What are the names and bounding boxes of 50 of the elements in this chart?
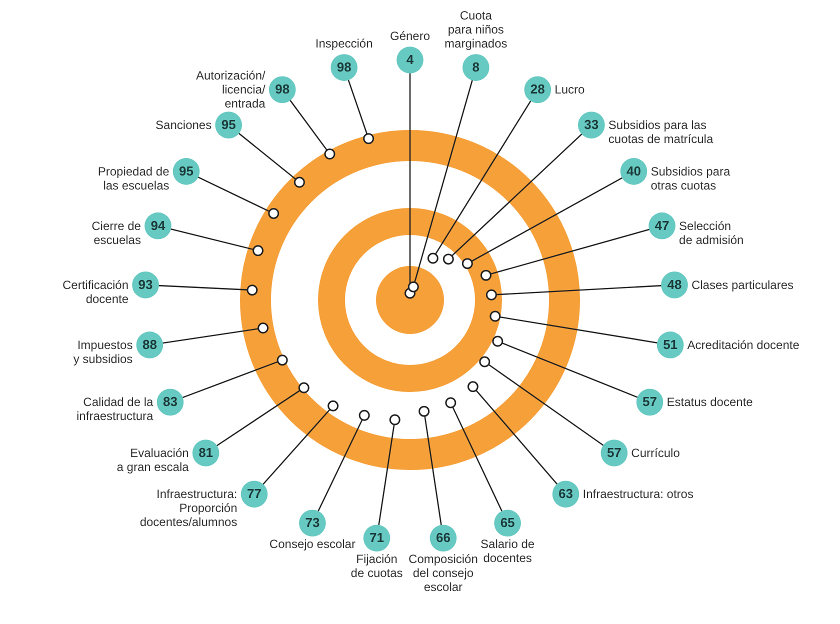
data-label: 71 [370,530,384,546]
category-label: Impuestos y subsidios [73,338,133,366]
category-label: Estatus docente [666,395,754,410]
category-label: Clases particulares [691,278,794,292]
data-label: 8 [472,60,480,75]
category-label: Subsidios para otras cuotas [650,164,730,192]
category-label: Certificación docente [62,278,129,306]
category-label: Fijación de cuotas [350,552,403,580]
category-label: Evaluación a gran escala [116,446,190,474]
data-label: 88 [142,336,157,352]
data-label: 77 [247,486,262,502]
data-label: 66 [436,530,450,546]
category-label: Infraestructura: Proporción docentes/alumnos [140,487,238,530]
data-label: 95 [179,163,194,178]
data-label: 57 [642,394,658,410]
data-label: 40 [626,163,641,178]
data-label: 33 [584,117,599,132]
data-label: 81 [198,444,214,460]
category-label: Currículo [631,446,680,460]
data-label: 98 [336,60,352,75]
category-label: Selección de admisión [679,218,744,247]
category-label: Género [390,29,430,43]
category-label: Cierre de escuelas [92,218,142,247]
data-label: 65 [500,515,515,530]
category-label: Consejo escolar [269,537,356,552]
category-label: Salario de docentes [480,537,535,566]
data-label: 48 [667,276,682,292]
category-label: Autorización/ licencia/ entrada [196,68,266,111]
data-label: 98 [275,82,290,97]
category-label: Infraestructura: otros [582,487,694,502]
category-label: Sanciones [156,118,212,132]
category-label: Composición del consejo escolar [408,552,478,594]
data-label: 4 [406,52,414,67]
category-label: Lucro [554,82,586,97]
data-label: 73 [305,515,320,530]
data-label: 51 [663,336,678,352]
data-label: 57 [606,444,622,460]
category-label: Cuota para niños marginados [444,8,508,51]
data-label: 47 [654,218,670,233]
category-label: Calidad de la infraestructura [76,395,154,424]
data-label: 28 [530,82,545,97]
data-label: 93 [138,276,153,292]
data-label: 94 [150,218,166,233]
category-label: Subsidios para las cuotas de matrícula [608,118,714,146]
data-label: 63 [558,486,573,502]
category-label: Acreditación docente [687,338,800,352]
data-label: 95 [221,117,236,132]
category-label: Propiedad de las escuelas [98,164,170,192]
data-label: 83 [162,394,178,410]
category-label: Inspección [315,36,373,51]
